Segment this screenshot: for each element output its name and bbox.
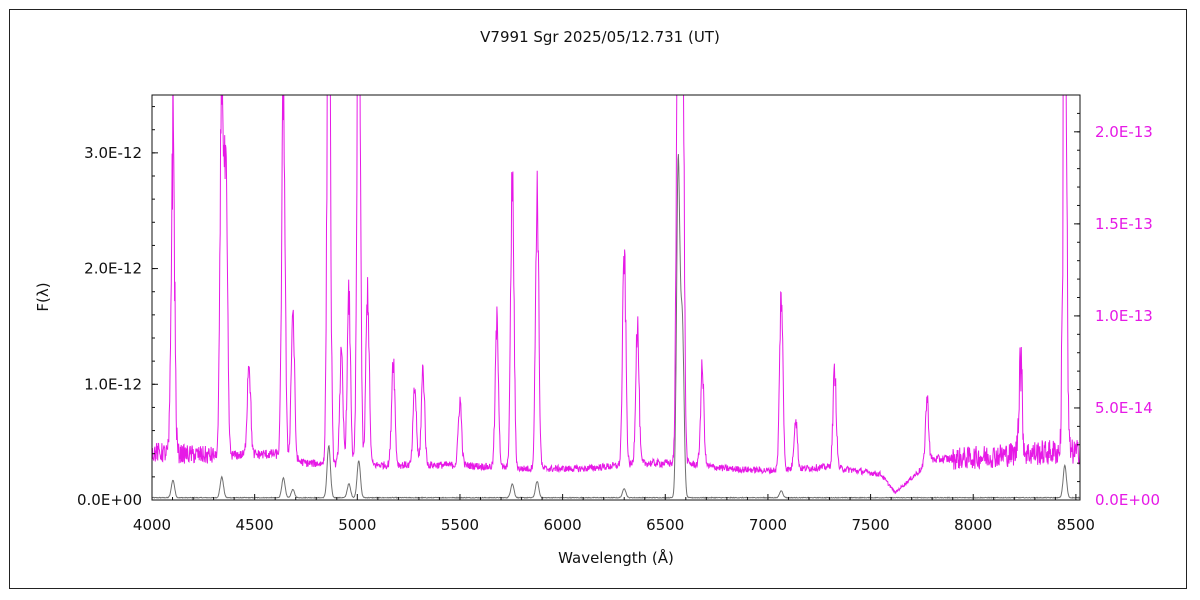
y-left-tick-label: 3.0E-12	[84, 144, 142, 162]
x-tick-label: 5000	[338, 516, 376, 534]
x-tick-label: 6000	[544, 516, 582, 534]
x-tick-label: 6500	[646, 516, 684, 534]
x-tick-label: 4500	[236, 516, 274, 534]
axes: 4000 4500 5000 5500 6000 6500 7000 7500 8000 8500…	[77, 106, 1160, 534]
x-tick-label: 7500	[851, 516, 889, 534]
x-tick-label: 8500	[1057, 516, 1095, 534]
y-left-tick-label: 0.0E+00	[77, 491, 142, 509]
chart-frame	[9, 9, 1187, 589]
chart-title: V7991 Sgr 2025/05/12.731 (UT)	[480, 28, 720, 46]
spectrum-line-magenta	[152, 95, 1080, 495]
x-tick-label: 5500	[441, 516, 479, 534]
x-tick-label: 8000	[954, 516, 992, 534]
y-right-tick-label: 1.5E-13	[1095, 215, 1153, 233]
y-left-tick-label: 1.0E-12	[84, 375, 142, 393]
x-tick-label: 7000	[749, 516, 787, 534]
y-right-tick-label: 1.0E-13	[1095, 307, 1153, 325]
y-left-tick-label: 2.0E-12	[84, 260, 142, 278]
spectrum-line-gray	[152, 154, 1080, 499]
y-right-tick-label: 0.0E+00	[1095, 491, 1160, 509]
plot-border	[151, 94, 1081, 501]
y-right-tick-label: 5.0E-14	[1095, 399, 1153, 417]
y-right-tick-label: 2.0E-13	[1095, 123, 1153, 141]
x-tick-label: 4000	[133, 516, 171, 534]
y-axis-label: F(λ)	[34, 282, 52, 311]
x-axis-label: Wavelength (Å)	[558, 548, 674, 567]
plot-area	[152, 95, 1080, 499]
